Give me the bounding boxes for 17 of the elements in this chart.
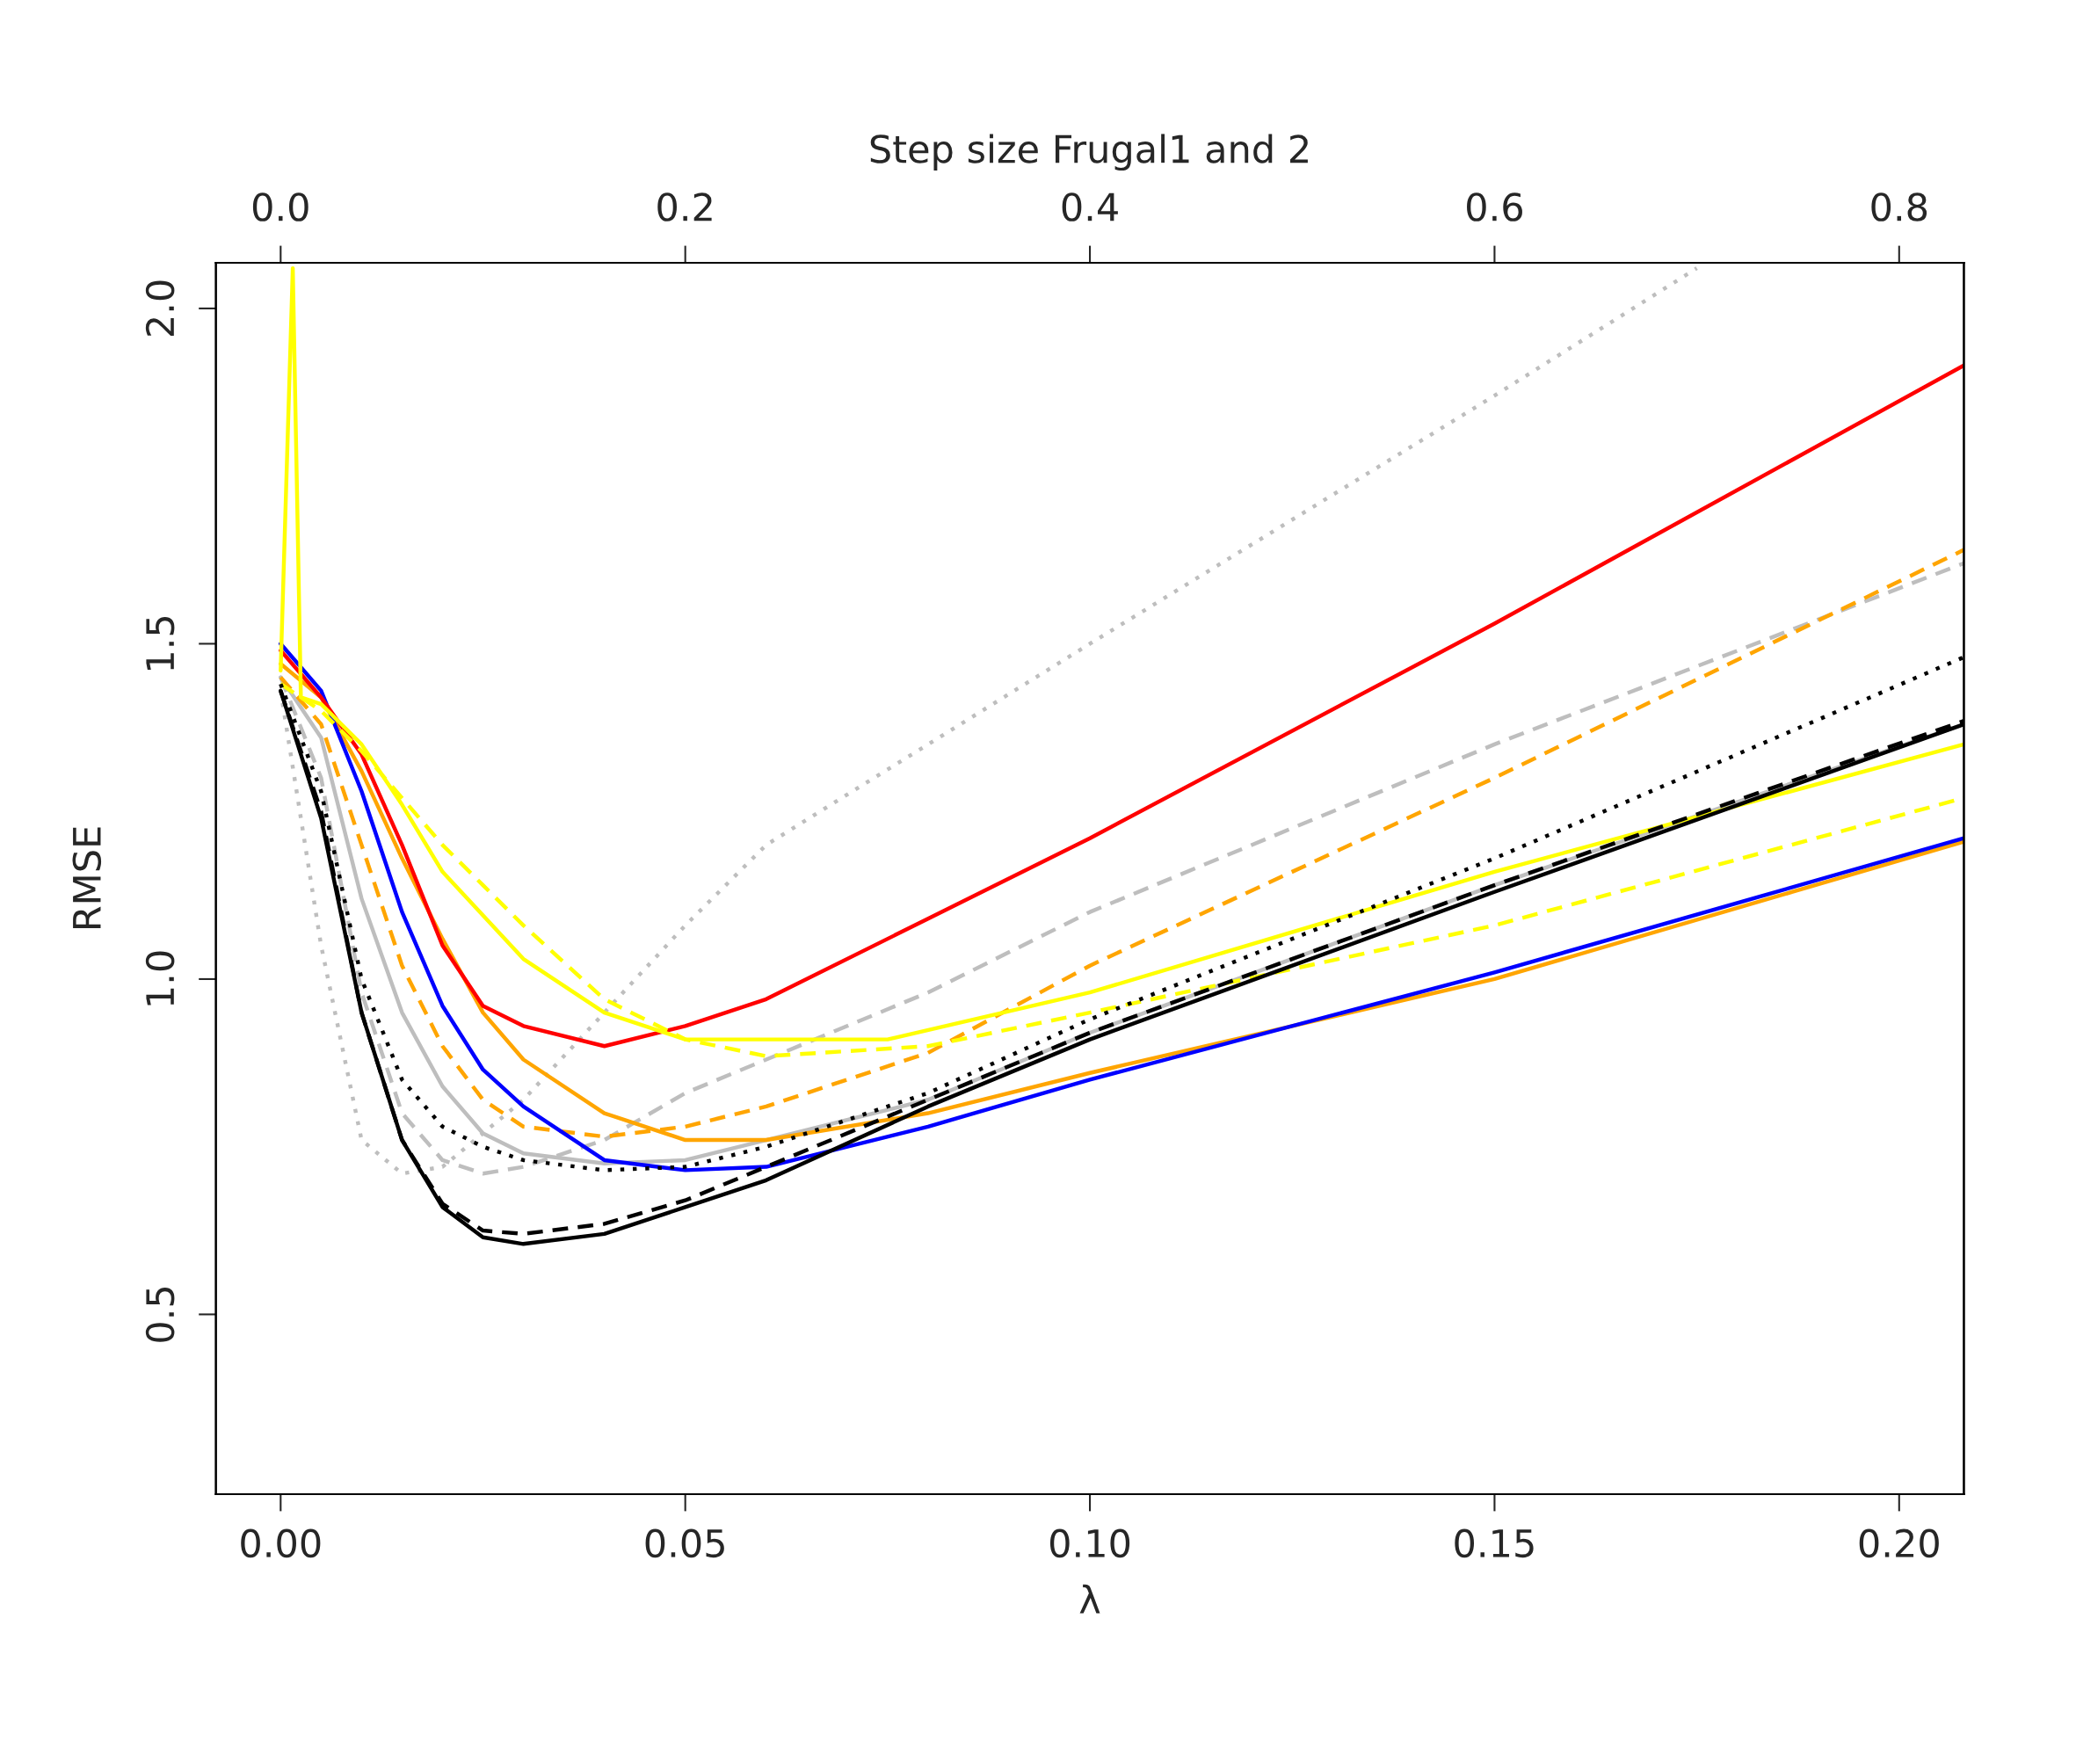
y-tick-label: 0.5 [145,1287,175,1342]
x-axis-title: λ [1079,1584,1100,1614]
x2-tick-label: 0.0 [252,192,308,221]
x2-tick-label: 0.2 [657,192,712,221]
y-axis-title: RMSE [72,827,102,929]
y-tick-label: 2.0 [145,280,175,337]
y-tick-label: 1.0 [145,951,175,1005]
y-tick-label: 1.5 [146,616,175,670]
x-tick-label: 0.15 [1455,1528,1534,1558]
x2-axis-title: Step size Frugal1 and 2 [870,134,1308,171]
x-tick-label: 0.10 [1049,1528,1130,1558]
x-tick-label: 0.05 [645,1528,724,1558]
x2-tick-label: 0.4 [1062,192,1118,221]
x-tick-label: 0.20 [1859,1528,1939,1558]
x2-tick-label: 0.6 [1467,192,1522,221]
x2-tick-label: 0.8 [1871,192,1927,221]
x-tick-label: 0.00 [241,1528,321,1558]
